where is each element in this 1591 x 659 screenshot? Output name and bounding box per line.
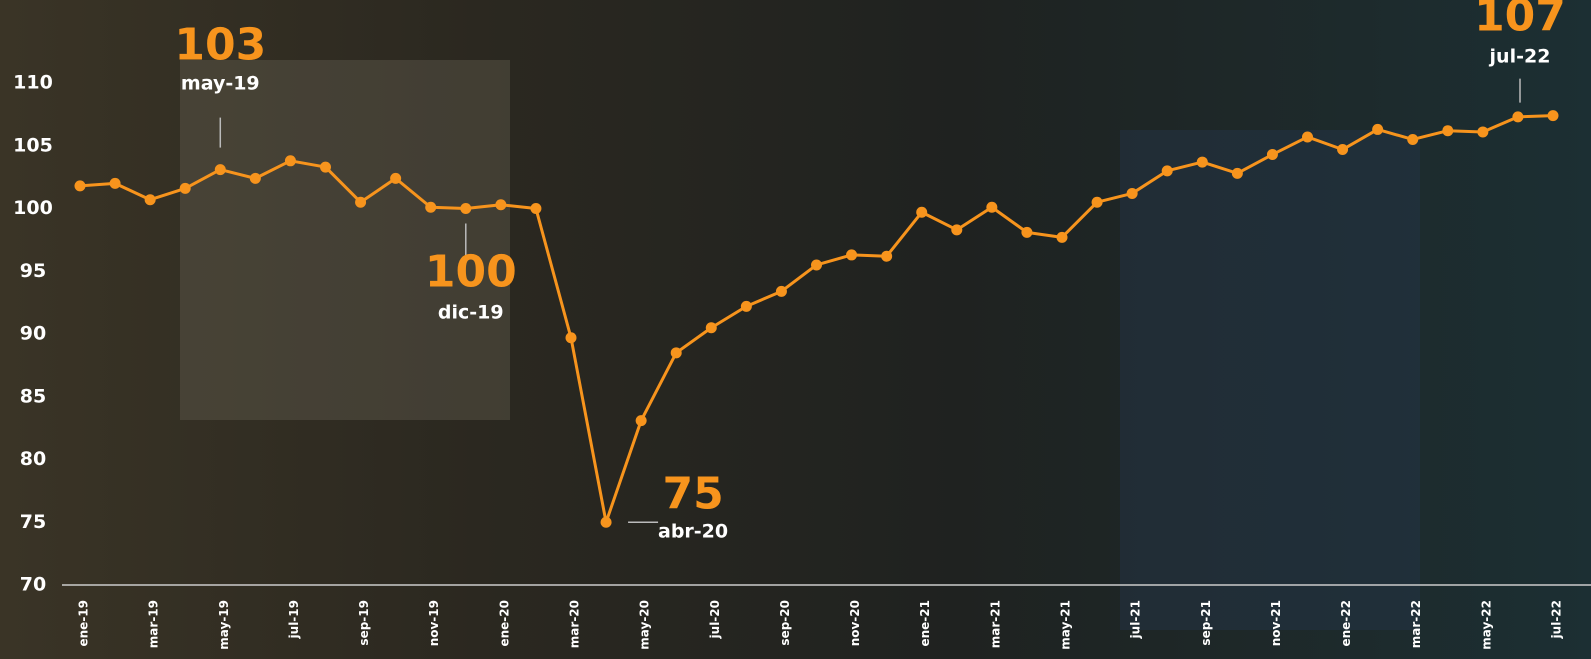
- point: [1337, 144, 1349, 156]
- point: [705, 322, 717, 334]
- date-label: may-19: [181, 73, 260, 95]
- point: [1231, 167, 1243, 179]
- date-label: dic-19: [438, 302, 504, 324]
- point: [565, 332, 577, 344]
- point: [109, 177, 121, 189]
- point: [1161, 165, 1173, 177]
- point: [1126, 187, 1138, 199]
- point: [1372, 123, 1384, 135]
- point: [1056, 231, 1068, 243]
- value-label: 75: [662, 468, 723, 519]
- y-tick-label: 100: [13, 197, 53, 219]
- point: [986, 201, 998, 213]
- photo-shape: [180, 60, 510, 420]
- x-tick-label: sep-20: [778, 600, 792, 646]
- date-label: abr-20: [658, 520, 728, 542]
- point: [635, 415, 647, 427]
- y-tick-label: 75: [20, 511, 46, 533]
- point: [144, 194, 156, 206]
- value-label: 107: [1474, 0, 1566, 42]
- point: [740, 300, 752, 312]
- point: [846, 249, 858, 261]
- x-tick-label: ene-20: [497, 600, 511, 647]
- point: [916, 206, 928, 218]
- point: [811, 259, 822, 271]
- point: [74, 180, 86, 192]
- point: [775, 285, 787, 297]
- point: [881, 250, 893, 262]
- point: [179, 182, 191, 194]
- point: [1477, 126, 1489, 138]
- x-tick-label: jul-19: [287, 600, 301, 639]
- x-tick-label: may-20: [638, 600, 652, 650]
- point: [1196, 156, 1208, 168]
- y-tick-label: 70: [20, 574, 46, 596]
- x-tick-label: jul-20: [708, 600, 722, 639]
- point: [249, 172, 261, 184]
- point: [600, 516, 612, 528]
- x-tick-label: nov-20: [848, 600, 862, 646]
- x-tick-label: ene-22: [1339, 600, 1353, 647]
- x-tick-label: ene-21: [918, 600, 932, 647]
- y-tick-label: 110: [13, 72, 53, 94]
- x-tick-label: may-22: [1479, 600, 1493, 650]
- x-tick-label: mar-21: [988, 600, 1002, 648]
- y-tick-label: 90: [20, 323, 46, 345]
- point: [1407, 133, 1419, 145]
- y-tick-label: 80: [20, 448, 46, 470]
- point: [495, 199, 507, 211]
- value-label: 100: [425, 247, 517, 298]
- point: [390, 172, 402, 184]
- point: [1091, 196, 1103, 208]
- point: [320, 161, 331, 173]
- point: [425, 201, 437, 213]
- date-label: jul-22: [1489, 46, 1551, 68]
- x-tick-label: sep-19: [357, 600, 371, 646]
- point: [1021, 226, 1033, 238]
- y-tick-label: 95: [20, 260, 46, 282]
- x-tick-label: jul-21: [1129, 600, 1143, 639]
- value-label: 103: [174, 20, 266, 71]
- point: [1442, 125, 1454, 137]
- x-tick-label: mar-22: [1409, 600, 1423, 648]
- point: [355, 196, 367, 208]
- point: [1266, 149, 1278, 161]
- point: [1547, 110, 1559, 122]
- x-tick-label: ene-19: [77, 600, 91, 647]
- photo-shape: [1120, 130, 1420, 630]
- x-tick-label: nov-21: [1269, 600, 1283, 646]
- x-tick-label: mar-19: [147, 600, 161, 648]
- x-tick-label: nov-19: [427, 600, 441, 646]
- x-tick-label: may-21: [1059, 600, 1073, 650]
- point: [951, 224, 963, 236]
- point: [670, 347, 682, 359]
- point: [214, 164, 226, 176]
- y-tick-label: 85: [20, 385, 46, 407]
- x-tick-label: may-19: [217, 600, 231, 650]
- y-tick-label: 105: [13, 134, 53, 156]
- x-tick-label: sep-21: [1199, 600, 1213, 646]
- point: [1302, 131, 1313, 143]
- point: [1512, 111, 1524, 123]
- x-tick-label: mar-20: [568, 600, 582, 648]
- point: [460, 203, 472, 214]
- point: [284, 155, 296, 167]
- x-tick-label: jul-22: [1550, 600, 1564, 639]
- point: [530, 203, 542, 214]
